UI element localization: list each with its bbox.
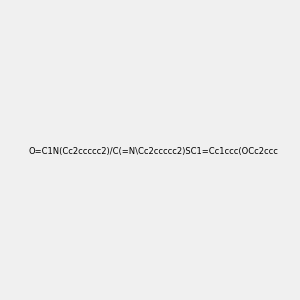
Text: O=C1N(Cc2ccccc2)/C(=N\Cc2ccccc2)SC1=Cc1ccc(OCc2ccc: O=C1N(Cc2ccccc2)/C(=N\Cc2ccccc2)SC1=Cc1c… [29,147,279,156]
